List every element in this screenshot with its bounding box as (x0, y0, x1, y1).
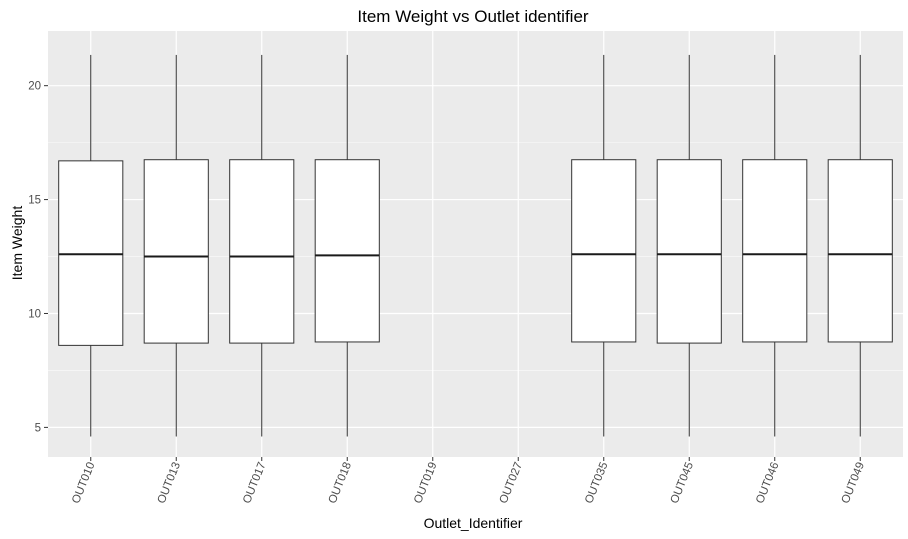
box-iqr (58, 160, 124, 346)
chart-title: Item Weight vs Outlet identifier (357, 7, 589, 26)
x-tick-label: OUT035 (583, 461, 610, 506)
box-out049 (827, 54, 893, 437)
box-out018 (314, 54, 380, 437)
boxes (58, 54, 893, 437)
box-iqr (143, 159, 209, 344)
x-axis: OUT010 OUT013 OUT017 OUT018 OUT019 OUT027 OUT0… (70, 457, 867, 505)
y-tick-label: 15 (28, 195, 41, 207)
box-iqr (571, 159, 637, 343)
box-iqr (314, 159, 380, 343)
box-iqr (742, 159, 808, 343)
box-out017 (229, 54, 295, 437)
x-tick-label: OUT013 (156, 461, 183, 506)
x-tick-label: OUT045 (669, 461, 696, 506)
x-tick-label: OUT049 (840, 461, 867, 506)
x-axis-title: Outlet_Identifier (424, 515, 523, 531)
y-axis: 5 10 15 20 (28, 81, 48, 434)
x-tick-label: OUT046 (754, 461, 781, 506)
x-tick-label: OUT010 (70, 461, 97, 506)
x-tick-label: OUT019 (412, 461, 439, 506)
y-tick-label: 20 (28, 81, 41, 93)
x-tick-label: OUT018 (327, 461, 354, 506)
box-out046 (742, 54, 808, 437)
box-out045 (656, 54, 722, 437)
y-tick-label: 10 (28, 308, 41, 320)
x-tick-label: OUT027 (498, 461, 525, 506)
y-axis-title: Item Weight (9, 206, 25, 281)
box-iqr (229, 159, 295, 344)
box-iqr (827, 159, 893, 343)
box-out010 (58, 54, 124, 437)
x-tick-label: OUT017 (241, 461, 268, 506)
y-tick-label: 5 (35, 422, 41, 434)
box-out035 (571, 54, 637, 437)
box-iqr (656, 159, 722, 344)
box-out013 (143, 54, 209, 437)
